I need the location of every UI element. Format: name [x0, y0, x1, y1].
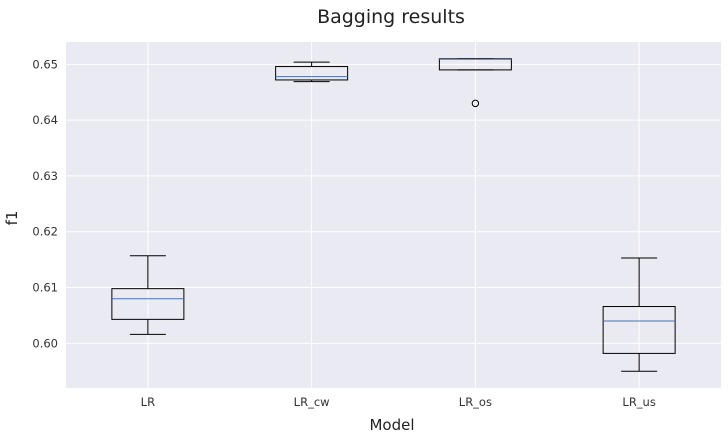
chart-title: Bagging results: [317, 6, 465, 28]
x-tick-label: LR_os: [459, 395, 492, 409]
plot-area: [66, 42, 721, 388]
y-tick-label: 0.63: [32, 169, 58, 183]
box-LR_os: [438, 58, 512, 108]
y-tick-label: 0.62: [32, 225, 58, 239]
box-LR_cw: [275, 61, 349, 83]
x-axis-label: Model: [369, 416, 414, 434]
box-LR: [111, 255, 185, 335]
iqr-box: [111, 288, 185, 320]
boxes: [111, 58, 676, 372]
y-tick-label: 0.61: [32, 281, 58, 295]
iqr-box: [438, 58, 512, 71]
y-tick-label: 0.64: [32, 113, 58, 127]
iqr-box: [275, 66, 349, 81]
iqr-box: [602, 306, 676, 354]
outlier-point: [471, 99, 480, 108]
tick-labels: 0.60 0.61 0.62 0.63 0.64 0.65 LR LR_cw LR_os LR_u…: [32, 57, 655, 409]
y-axis-label: f1: [3, 211, 21, 226]
x-tick-label: LR: [141, 395, 155, 409]
x-tick-label: LR_us: [622, 395, 655, 409]
x-tick-label: LR_cw: [294, 395, 330, 409]
box-LR_us: [602, 257, 676, 372]
grid-lines: [66, 42, 721, 388]
y-tick-label: 0.65: [32, 57, 58, 71]
y-tick-label: 0.60: [32, 336, 58, 350]
